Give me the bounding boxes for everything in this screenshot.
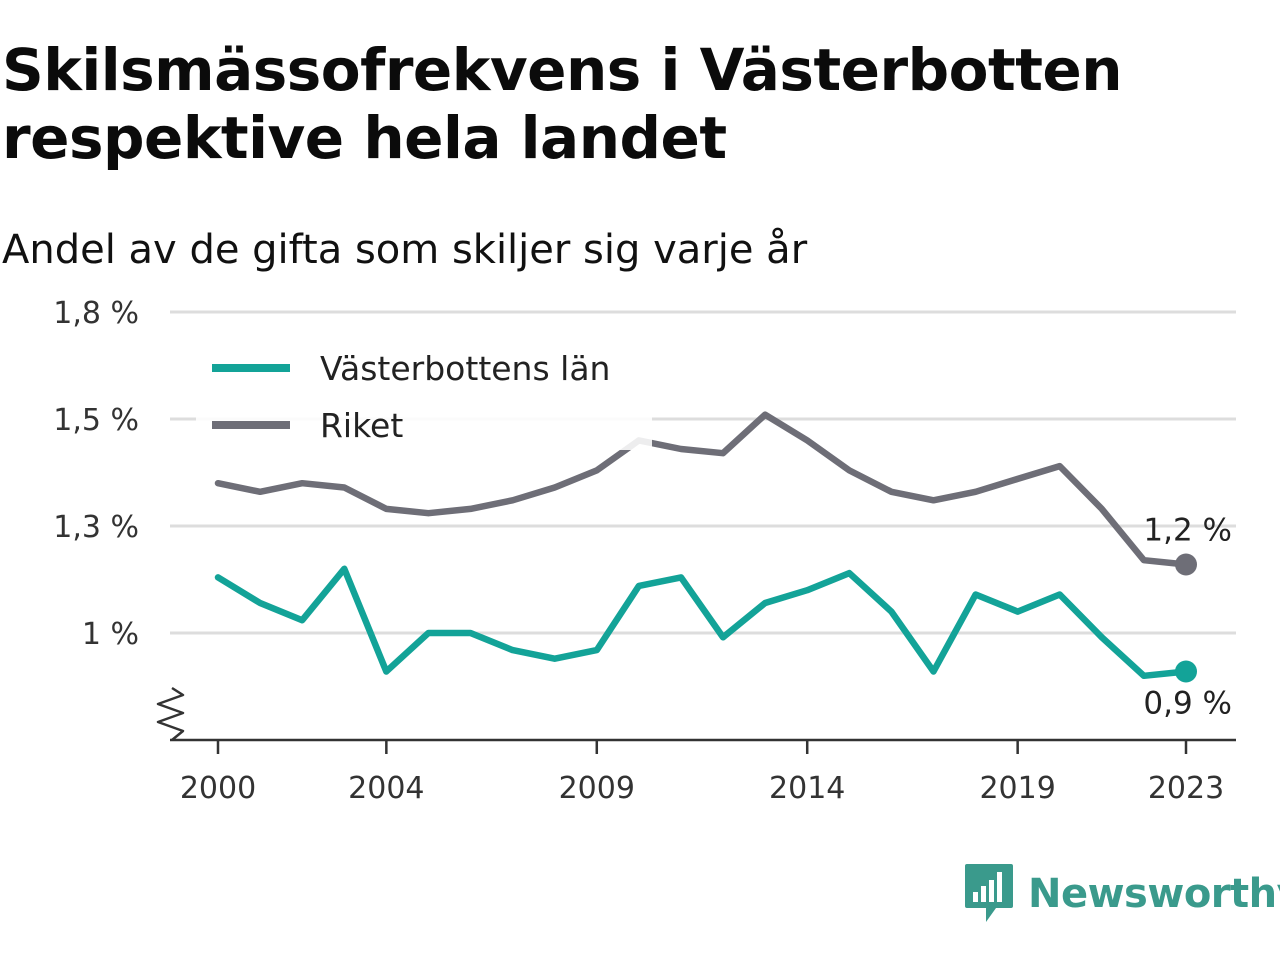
x-tick-label: 2023 <box>1148 771 1224 806</box>
chart-subtitle: Andel av de gifta som skiljer sig varje … <box>2 227 808 273</box>
y-tick-label: 1,3 % <box>53 510 139 545</box>
series-line-vasterbotten <box>214 565 1190 680</box>
series-line-riket <box>214 411 1190 568</box>
legend-label-vasterbotten: Västerbottens län <box>320 349 610 388</box>
legend-background <box>196 340 652 450</box>
series-lines: 1,2 % 0,9 % <box>214 411 1232 722</box>
end-point-riket <box>1175 553 1197 576</box>
y-axis-break-icon <box>156 686 185 741</box>
x-tick-label: 2009 <box>559 771 635 806</box>
y-tick-label: 1 % <box>82 617 139 652</box>
end-point-vasterbotten <box>1175 660 1197 683</box>
y-tick-label: 1,8 % <box>53 296 139 331</box>
x-tick-label: 2014 <box>769 771 845 806</box>
axes: 1 % 1,3 % 1,5 % 1,8 % 2000 2004 2009 2014 2019 20… <box>53 296 1236 806</box>
newsworthy-logo: Newsworthy <box>964 862 1280 926</box>
x-tick-label: 2000 <box>180 771 256 806</box>
logo-text: Newsworthy <box>1028 871 1280 917</box>
x-tick-label: 2004 <box>348 771 424 806</box>
x-tick-label: 2019 <box>979 771 1055 806</box>
legend: Västerbottens län Riket <box>196 340 652 450</box>
y-tick-label: 1,5 % <box>53 403 139 438</box>
end-label-riket: 1,2 % <box>1143 513 1232 549</box>
end-label-vasterbotten: 0,9 % <box>1143 686 1232 722</box>
bar-chart-bubble-icon <box>965 864 1013 922</box>
chart-title: Skilsmässofrekvens i Västerbotten respek… <box>2 36 1123 172</box>
legend-label-riket: Riket <box>320 406 403 445</box>
